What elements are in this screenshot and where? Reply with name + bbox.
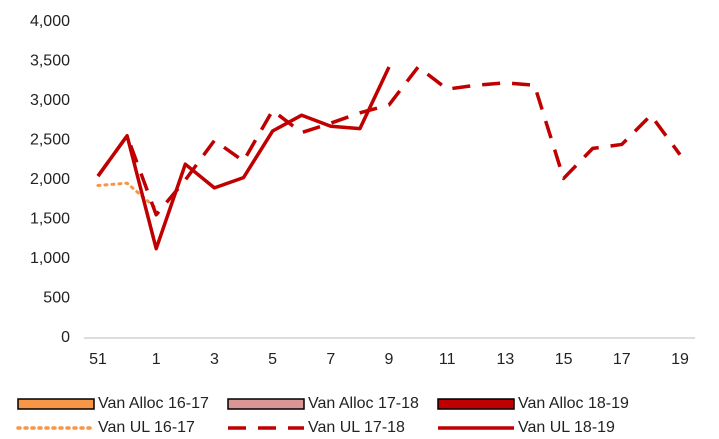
y-tick-label: 500 (43, 290, 70, 307)
y-tick-label: 2,500 (30, 132, 70, 149)
y-tick-label: 4,000 (30, 13, 70, 30)
x-tick-label: 17 (613, 351, 631, 368)
series-line (96, 66, 391, 251)
legend-label: Van Alloc 16-17 (98, 395, 209, 412)
legend-swatch (17, 398, 95, 410)
x-tick-label: 11 (439, 351, 456, 368)
x-tick-label: 5 (268, 351, 277, 368)
legend-swatch (227, 398, 305, 410)
y-tick-label: 1,500 (30, 211, 70, 228)
y-tick-label: 3,500 (30, 53, 70, 70)
y-tick-label: 2,000 (30, 171, 70, 188)
x-tick-label: 51 (89, 351, 107, 368)
y-tick-label: 0 (61, 329, 70, 346)
x-tick-label: 9 (385, 351, 394, 368)
legend-label: Van UL 17-18 (308, 419, 405, 436)
y-tick-label: 1,000 (30, 250, 70, 267)
x-tick-label: 7 (326, 351, 335, 368)
x-tick-label: 13 (497, 351, 515, 368)
legend-label: Van Alloc 18-19 (518, 395, 629, 412)
legend-label: Van UL 18-19 (518, 419, 615, 436)
x-tick-label: 15 (555, 351, 573, 368)
legend-label: Van UL 16-17 (98, 419, 195, 436)
x-tick-label: 3 (210, 351, 219, 368)
legend-swatch (437, 398, 515, 410)
series-line (96, 65, 682, 217)
series-line (96, 181, 158, 210)
y-tick-label: 3,000 (30, 92, 70, 109)
x-tick-label: 19 (671, 351, 689, 368)
legend-label: Van Alloc 17-18 (308, 395, 419, 412)
x-tick-label: 1 (152, 351, 161, 368)
